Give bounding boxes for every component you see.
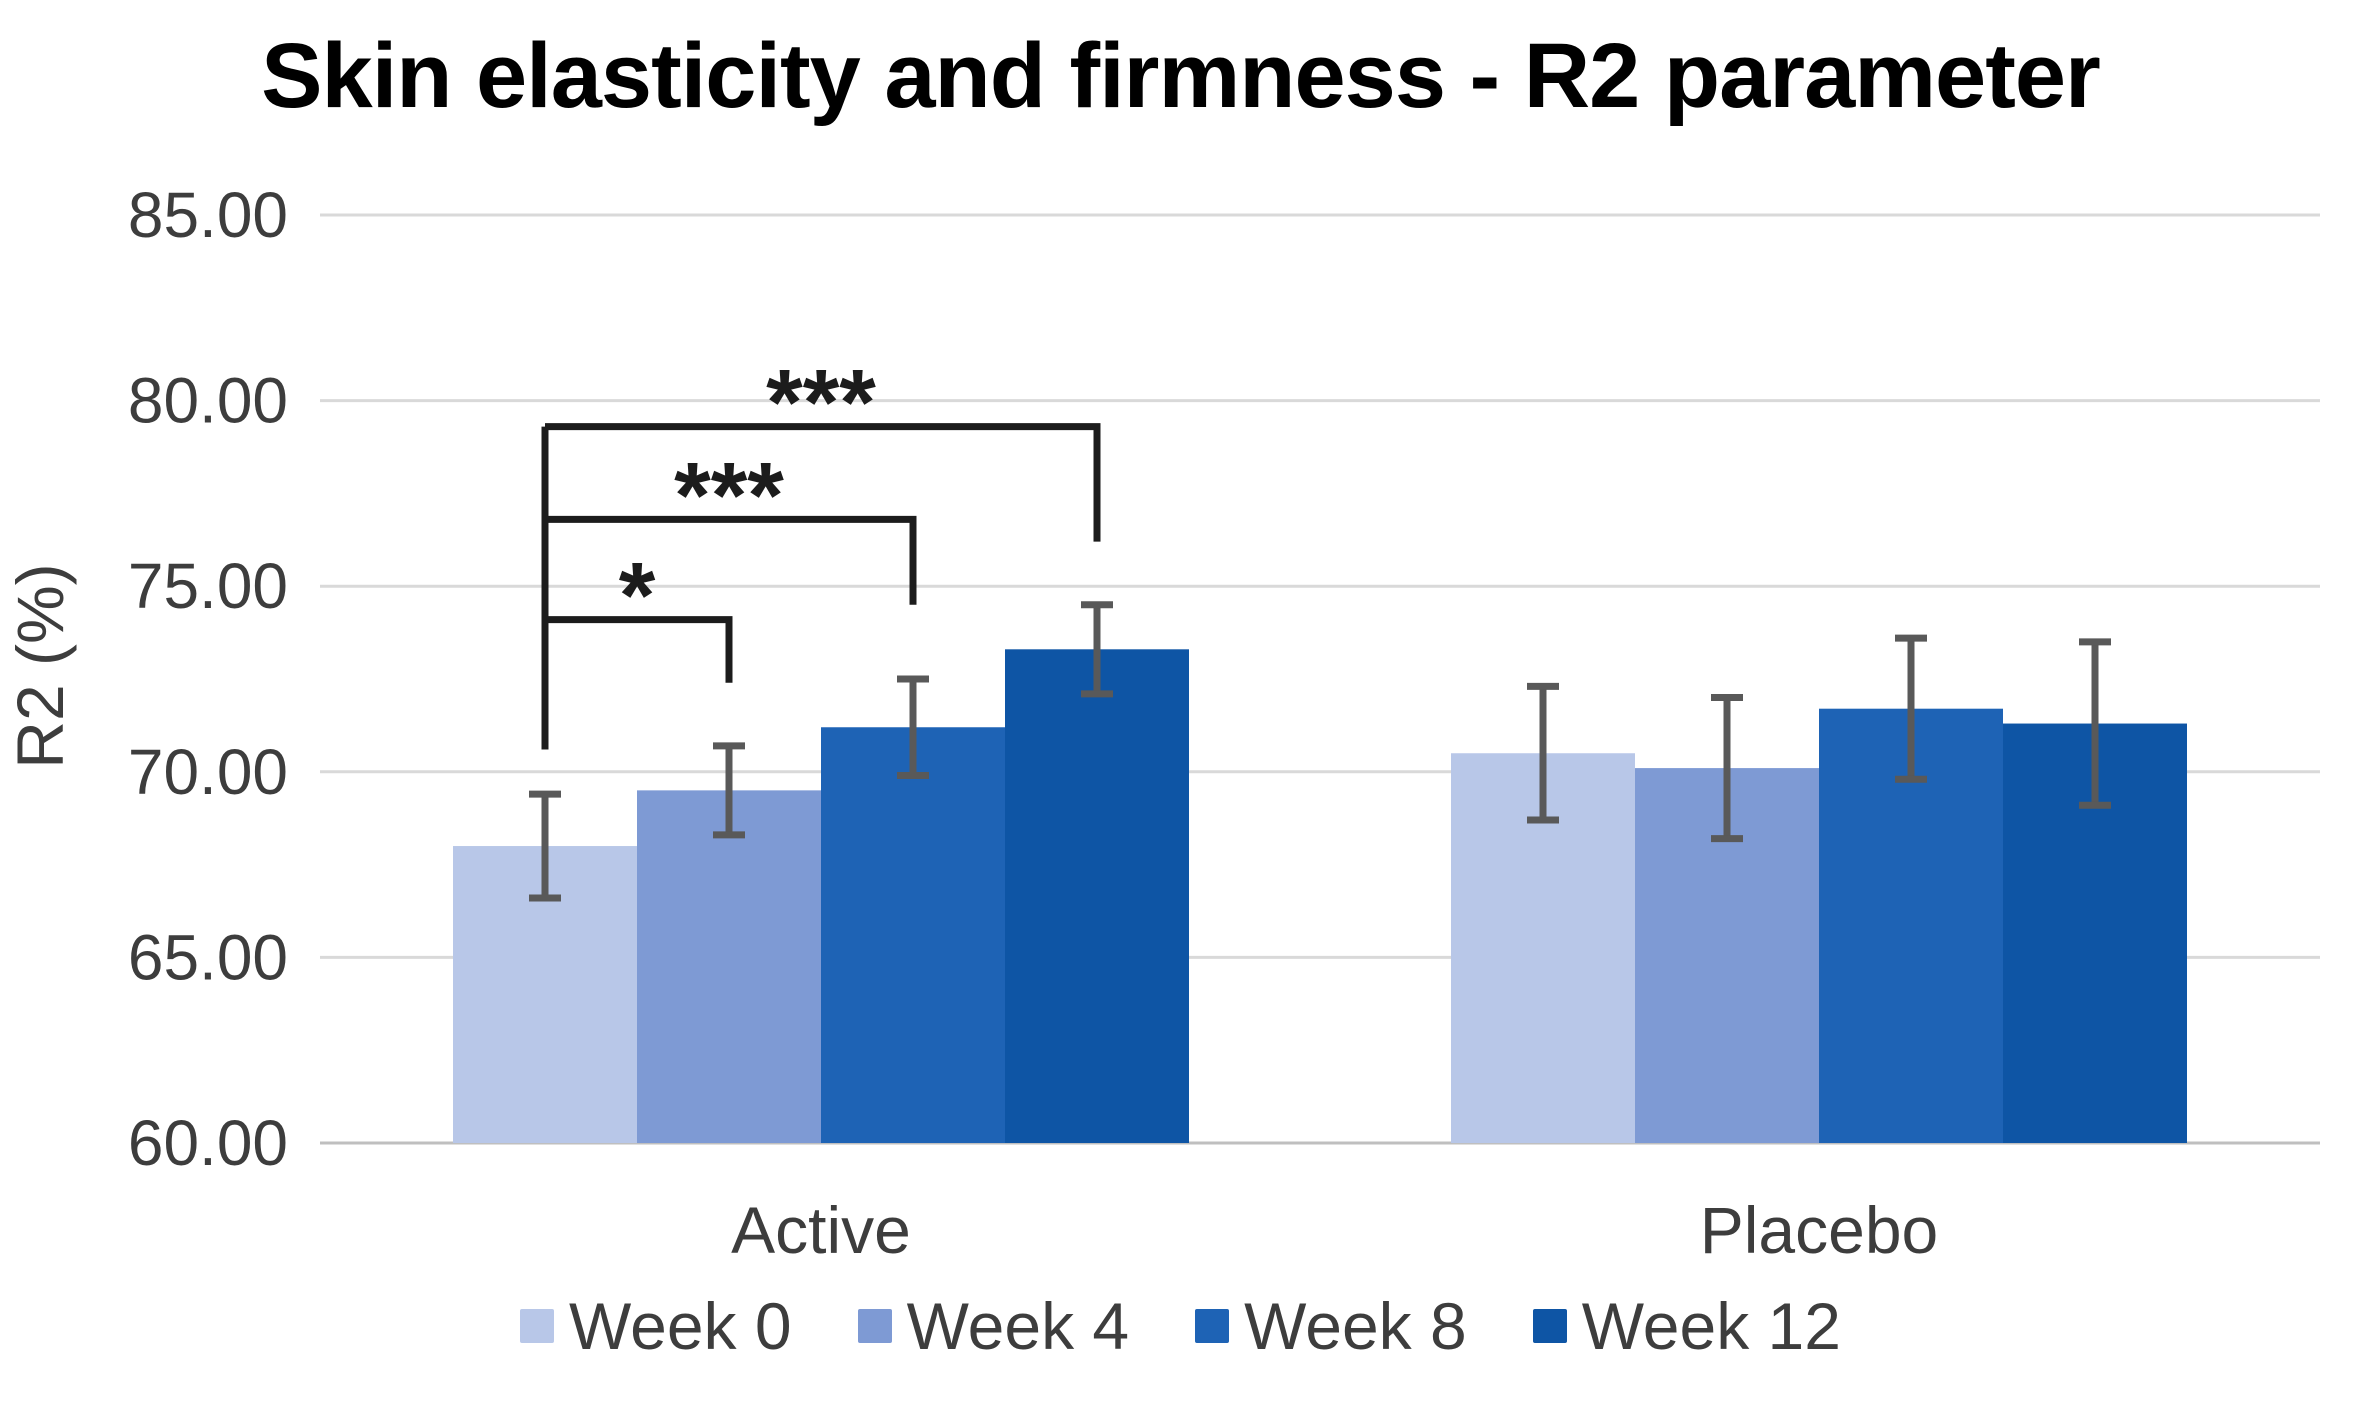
legend-label-week8: Week 8 — [1244, 1289, 1467, 1363]
legend-swatch-week0 — [520, 1309, 555, 1343]
y-tick-label: 65.00 — [128, 921, 288, 993]
legend-label-week12: Week 12 — [1581, 1289, 1841, 1363]
y-tick-label: 60.00 — [128, 1107, 288, 1179]
bar-active-week8 — [821, 727, 1005, 1143]
category-label-placebo: Placebo — [1699, 1193, 1939, 1267]
legend-label-week4: Week 4 — [906, 1289, 1130, 1363]
significance-label: *** — [766, 350, 876, 455]
legend-item-week4: Week 4 — [857, 1288, 1130, 1364]
legend: Week 0 Week 4 Week 8 Week 12 — [0, 1288, 2361, 1364]
legend-item-week0: Week 0 — [520, 1288, 792, 1364]
significance-bracket — [545, 616, 733, 683]
significance-label: *** — [674, 442, 784, 547]
legend-swatch-week12 — [1532, 1309, 1567, 1343]
y-tick-label: 85.00 — [128, 179, 288, 251]
y-tick-label: 75.00 — [128, 550, 288, 622]
bar-active-week12 — [1005, 649, 1189, 1143]
bar-active-week4 — [637, 790, 821, 1143]
legend-label-week0: Week 0 — [569, 1289, 792, 1363]
y-tick-label: 80.00 — [128, 365, 288, 437]
significance-bracket — [545, 515, 917, 605]
category-label-active: Active — [731, 1193, 911, 1267]
legend-swatch-week4 — [857, 1309, 892, 1343]
legend-item-week12: Week 12 — [1532, 1288, 1841, 1364]
legend-swatch-week8 — [1195, 1309, 1230, 1343]
significance-bracket — [545, 423, 1101, 542]
legend-item-week8: Week 8 — [1195, 1288, 1467, 1364]
chart-title: Skin elasticity and firmness - R2 parame… — [261, 25, 2101, 127]
significance-label: * — [619, 543, 656, 648]
y-tick-label: 70.00 — [128, 736, 288, 808]
